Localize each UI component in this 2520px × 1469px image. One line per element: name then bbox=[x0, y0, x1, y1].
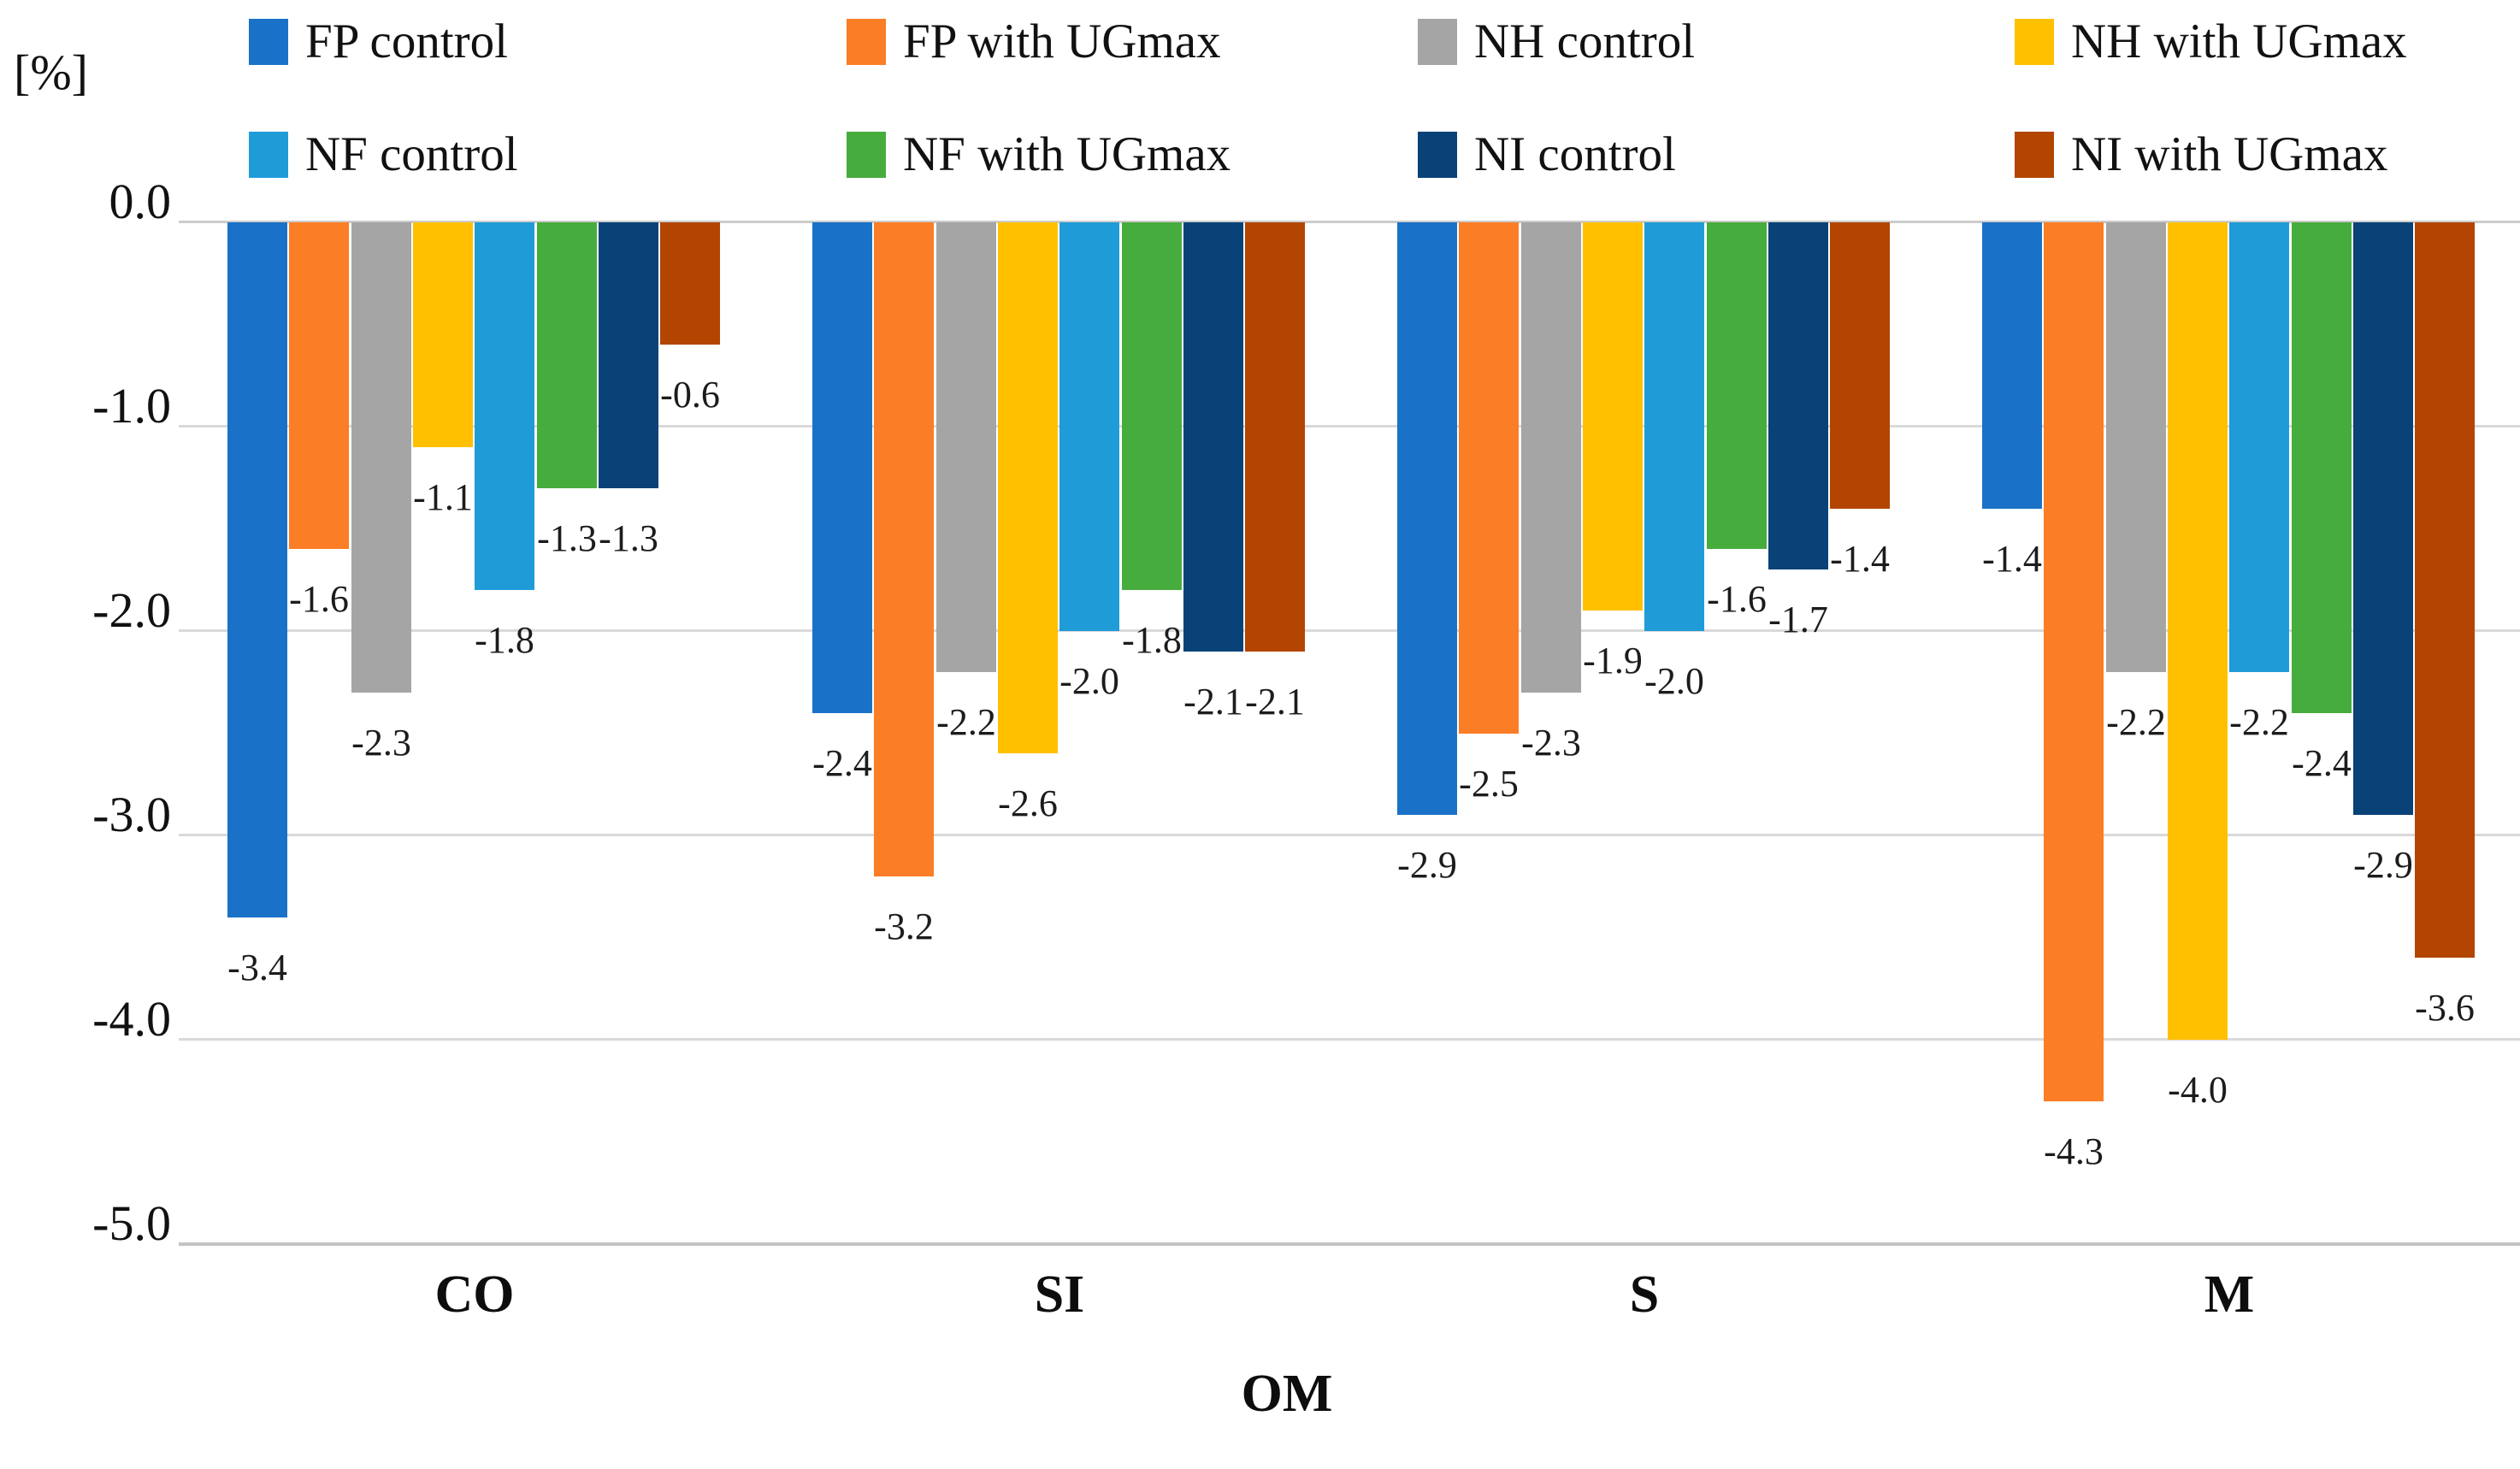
bar-value-label-s-nh-control: -2.3 bbox=[1521, 722, 1581, 764]
gridline--3.0 bbox=[179, 834, 2520, 836]
bar-co-ni-control bbox=[599, 222, 658, 488]
bar-value-label-si-nf-control: -2.0 bbox=[1059, 660, 1119, 702]
legend-swatch-nh-with-ugmax bbox=[2015, 19, 2054, 65]
y-tick-label--4.0: -4.0 bbox=[92, 991, 171, 1047]
gridline--4.0 bbox=[179, 1038, 2520, 1041]
bar-co-nh-with-ugmax bbox=[413, 222, 473, 447]
bar-co-ni-with-ugmax bbox=[660, 222, 720, 345]
bar-s-nh-with-ugmax bbox=[1583, 222, 1643, 611]
x-category-label-s: S bbox=[1629, 1265, 1660, 1324]
bar-si-nh-control bbox=[936, 222, 996, 672]
bar-value-label-m-ni-control: -2.9 bbox=[2353, 844, 2413, 886]
legend-swatch-nh-control bbox=[1418, 19, 1457, 65]
bar-value-label-s-fp-with-ugmax: -2.5 bbox=[1459, 763, 1519, 805]
legend-label-ni-control: NI control bbox=[1474, 127, 1676, 181]
bar-co-fp-control bbox=[227, 222, 287, 917]
bar-value-label-s-nf-control: -2.0 bbox=[1644, 660, 1704, 702]
bar-m-nf-with-ugmax bbox=[2292, 222, 2352, 713]
x-category-label-m: M bbox=[2204, 1265, 2255, 1324]
bar-value-label-si-fp-control: -2.4 bbox=[812, 742, 872, 784]
bar-value-label-si-nh-with-ugmax: -2.6 bbox=[998, 782, 1058, 824]
bar-co-nf-control bbox=[475, 222, 534, 590]
bar-value-label-m-nf-control: -2.2 bbox=[2229, 701, 2289, 743]
legend-label-nh-control: NH control bbox=[1474, 15, 1696, 68]
bar-value-label-m-fp-control: -1.4 bbox=[1982, 538, 2042, 580]
legend-label-fp-with-ugmax: FP with UGmax bbox=[903, 15, 1221, 68]
bar-value-label-co-ni-with-ugmax: -0.6 bbox=[660, 374, 720, 416]
y-tick-label--1.0: -1.0 bbox=[92, 378, 171, 434]
bar-value-label-s-ni-control: -1.7 bbox=[1768, 599, 1828, 640]
y-tick-label--5.0: -5.0 bbox=[92, 1195, 171, 1251]
gridline--5.0 bbox=[179, 1242, 2520, 1246]
bar-s-fp-control bbox=[1397, 222, 1457, 815]
legend-label-nh-with-ugmax: NH with UGmax bbox=[2071, 15, 2407, 68]
bar-si-nh-with-ugmax bbox=[998, 222, 1058, 753]
bar-value-label-m-nh-with-ugmax: -4.0 bbox=[2168, 1069, 2228, 1111]
bar-s-nf-with-ugmax bbox=[1707, 222, 1767, 549]
legend-swatch-nf-control bbox=[249, 132, 288, 178]
bar-si-nf-with-ugmax bbox=[1122, 222, 1182, 590]
bar-s-ni-with-ugmax bbox=[1830, 222, 1890, 509]
bar-value-label-si-ni-with-ugmax: -2.1 bbox=[1245, 681, 1305, 723]
bar-m-nh-with-ugmax bbox=[2168, 222, 2228, 1040]
bar-m-ni-control bbox=[2353, 222, 2413, 815]
bar-value-label-m-ni-with-ugmax: -3.6 bbox=[2415, 987, 2475, 1029]
legend-swatch-fp-with-ugmax bbox=[847, 19, 886, 65]
y-tick-label-0.0: 0.0 bbox=[109, 174, 172, 229]
bar-value-label-m-fp-with-ugmax: -4.3 bbox=[2044, 1130, 2104, 1172]
legend-label-nf-control: NF control bbox=[305, 127, 518, 181]
legend-label-nf-with-ugmax: NF with UGmax bbox=[903, 127, 1231, 181]
bar-value-label-m-nh-control: -2.2 bbox=[2106, 701, 2166, 743]
bar-value-label-si-fp-with-ugmax: -3.2 bbox=[874, 906, 934, 947]
bar-co-fp-with-ugmax bbox=[289, 222, 349, 549]
bar-m-nh-control bbox=[2106, 222, 2166, 672]
bar-value-label-s-nf-with-ugmax: -1.6 bbox=[1707, 578, 1767, 620]
bar-value-label-co-nh-control: -2.3 bbox=[351, 722, 411, 764]
bar-s-ni-control bbox=[1768, 222, 1828, 569]
bar-value-label-co-nf-with-ugmax: -1.3 bbox=[537, 517, 597, 559]
bar-m-nf-control bbox=[2229, 222, 2289, 672]
legend-swatch-ni-with-ugmax bbox=[2015, 132, 2054, 178]
bar-m-fp-with-ugmax bbox=[2044, 222, 2104, 1101]
bar-si-fp-with-ugmax bbox=[874, 222, 934, 876]
bar-si-ni-control bbox=[1183, 222, 1243, 652]
legend-label-fp-control: FP control bbox=[305, 15, 508, 68]
bar-s-nh-control bbox=[1521, 222, 1581, 693]
bar-s-fp-with-ugmax bbox=[1459, 222, 1519, 734]
bar-value-label-si-nf-with-ugmax: -1.8 bbox=[1122, 619, 1182, 661]
bar-si-fp-control bbox=[812, 222, 872, 713]
bar-value-label-co-fp-with-ugmax: -1.6 bbox=[289, 578, 349, 620]
bar-value-label-co-nh-with-ugmax: -1.1 bbox=[413, 476, 473, 518]
gridline--1.0 bbox=[179, 425, 2520, 428]
bar-co-nf-with-ugmax bbox=[537, 222, 597, 488]
bar-value-label-s-ni-with-ugmax: -1.4 bbox=[1830, 538, 1890, 580]
bar-si-nf-control bbox=[1059, 222, 1119, 631]
bar-si-ni-with-ugmax bbox=[1245, 222, 1305, 652]
legend-swatch-nf-with-ugmax bbox=[847, 132, 886, 178]
y-axis-unit-label: [%] bbox=[14, 44, 88, 100]
legend-swatch-ni-control bbox=[1418, 132, 1457, 178]
bar-m-ni-with-ugmax bbox=[2415, 222, 2475, 958]
bar-co-nh-control bbox=[351, 222, 411, 693]
bar-value-label-co-nf-control: -1.8 bbox=[475, 619, 534, 661]
y-tick-label--3.0: -3.0 bbox=[92, 787, 171, 842]
bar-value-label-s-nh-with-ugmax: -1.9 bbox=[1583, 640, 1643, 681]
bar-m-fp-control bbox=[1982, 222, 2042, 509]
gridline--2.0 bbox=[179, 629, 2520, 632]
bar-s-nf-control bbox=[1644, 222, 1704, 631]
x-category-label-si: SI bbox=[1034, 1265, 1085, 1324]
y-tick-label--2.0: -2.0 bbox=[92, 582, 171, 638]
x-category-label-co: CO bbox=[434, 1265, 515, 1324]
legend-label-ni-with-ugmax: NI with UGmax bbox=[2071, 127, 2388, 181]
x-axis-title: OM bbox=[1241, 1365, 1333, 1423]
bar-value-label-m-nf-with-ugmax: -2.4 bbox=[2292, 742, 2352, 784]
bar-value-label-co-ni-control: -1.3 bbox=[599, 517, 658, 559]
bar-value-label-si-ni-control: -2.1 bbox=[1183, 681, 1243, 723]
bar-value-label-co-fp-control: -3.4 bbox=[227, 947, 287, 988]
gridline-0.0 bbox=[179, 221, 2520, 223]
legend-swatch-fp-control bbox=[249, 19, 288, 65]
bar-value-label-s-fp-control: -2.9 bbox=[1397, 844, 1457, 886]
bar-value-label-si-nh-control: -2.2 bbox=[936, 701, 996, 743]
